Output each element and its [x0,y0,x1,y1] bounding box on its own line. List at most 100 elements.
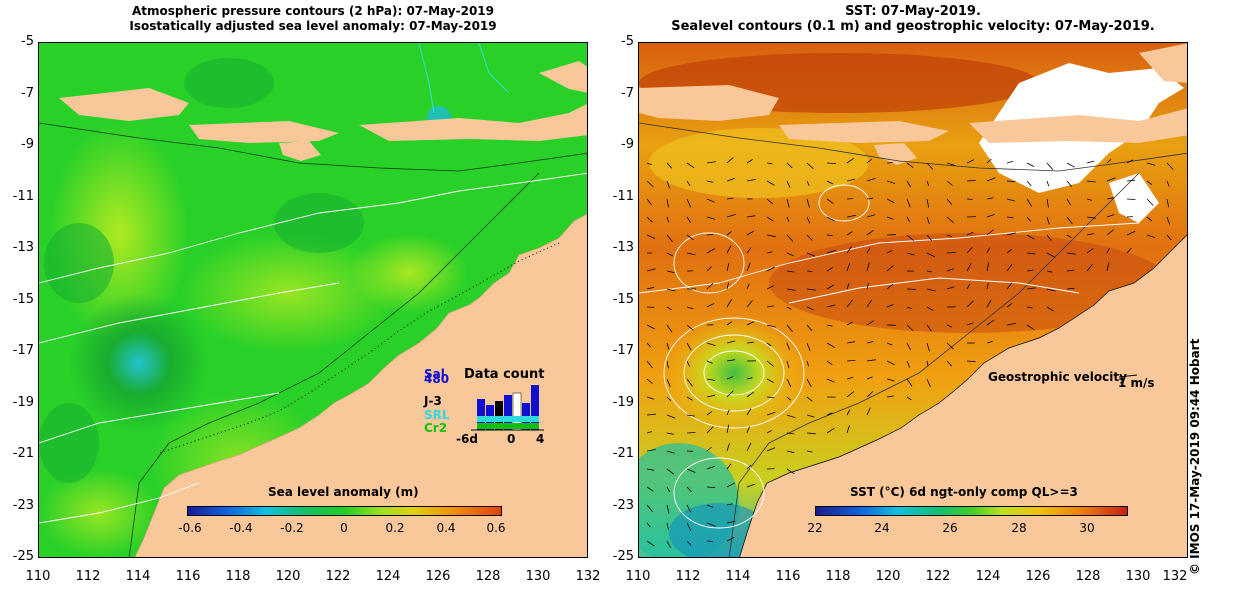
x-tick-label: 110 [625,569,651,584]
velocity-arrow [666,270,675,274]
velocity-arrow [846,321,853,326]
velocity-arrow [746,247,752,254]
y-tick-label: -15 [612,292,634,307]
velocity-arrow [1046,306,1054,312]
velocity-arrow [906,324,914,332]
velocity-arrow [986,158,992,164]
velocity-arrow [1166,162,1174,170]
right-cbar-label: 24 [874,521,890,535]
velocity-arrow [866,247,871,254]
velocity-arrow [1166,234,1172,241]
velocity-arrow [1066,162,1075,168]
velocity-arrow [706,198,715,203]
velocity-arrow [866,391,874,398]
island-land [539,61,587,93]
y-tick-label: -23 [612,498,634,513]
velocity-arrow [906,216,910,222]
velocity-arrow [826,250,836,254]
velocity-arrow [826,234,833,237]
velocity-arrow [806,270,813,272]
x-tick-label: 120 [875,569,901,584]
velocity-arrow [946,268,954,272]
dc-bar [504,395,512,430]
velocity-arrow [826,180,834,185]
velocity-arrow [766,324,776,328]
velocity-arrow [806,180,810,186]
sla-patch [179,233,399,353]
velocity-arrow [1126,179,1135,182]
velocity-arrow [926,216,930,225]
velocity-arrow [686,216,691,223]
x-tick-label: 124 [375,569,401,584]
velocity-arrow [1026,162,1035,167]
velocity-arrow [946,342,954,350]
velocity-arrow [986,262,990,272]
velocity-arrow [726,321,733,326]
velocity-arrow [666,234,673,243]
velocity-arrow [906,234,914,241]
velocity-arrow [826,360,833,366]
sla-map-svg [39,43,587,557]
cloud-mask [1109,173,1159,223]
velocity-arrow [846,231,853,236]
australia-land [739,234,1187,557]
velocity-arrow [766,430,772,434]
velocity-arrow [1146,180,1153,186]
velocity-arrow [786,288,796,291]
right-cbar-label: 26 [942,521,958,535]
left-map[interactable] [38,42,588,558]
velocity-arrow [926,378,931,388]
velocity-arrow [806,252,816,257]
right-colorbar-title: SST (°C) 6d ngt-only comp QL>=3 [850,485,1078,499]
velocity-arrow [666,324,673,333]
velocity-arrow [786,306,792,310]
velocity-arrow [646,162,652,166]
velocity-arrow [906,306,913,310]
left-title: Atmospheric pressure contours (2 hPa): 0… [38,4,588,34]
y-tick-label: -11 [612,189,634,204]
australia-land [134,213,587,557]
velocity-arrow [706,248,715,254]
velocity-arrow [826,304,836,308]
velocity-arrow [806,342,811,352]
velocity-arrow [646,198,652,206]
x-tick-label: 110 [25,569,51,584]
velocity-arrow [766,447,776,452]
velocity-arrow [846,360,856,362]
velocity-arrow [946,162,956,166]
sla-eddy [69,293,209,433]
velocity-arrow [666,504,670,514]
velocity-arrow [1126,159,1134,164]
velocity-arrow [886,216,894,220]
velocity-arrow [786,378,792,387]
pressure-contour [39,392,280,444]
velocity-arrow [866,320,875,326]
velocity-arrow [786,396,792,401]
y-tick-label: -13 [612,240,634,255]
y-tick-label: -21 [612,446,634,461]
velocity-arrow [1086,233,1095,236]
velocity-arrow [766,305,775,308]
x-tick-label: 122 [325,569,351,584]
velocity-arrow [726,390,734,398]
velocity-arrow [666,360,669,369]
velocity-arrow [926,306,934,311]
velocity-arrow [926,252,936,258]
velocity-arrow [1106,197,1114,200]
velocity-arrow [746,159,753,164]
velocity-arrow [1106,159,1112,164]
dc-bar [477,416,539,422]
sla-patch [349,233,469,313]
velocity-arrow [966,247,973,254]
x-tick-label: 112 [75,569,101,584]
velocity-arrow [906,162,914,168]
velocity-arrow [786,324,793,333]
sst-warm-band [769,233,1169,333]
velocity-arrow [786,414,796,419]
velocity-arrow [706,426,714,434]
velocity-arrow [786,432,795,435]
velocity-arrow [986,319,995,326]
right-map[interactable] [638,42,1188,558]
velocity-arrow [786,216,790,222]
velocity-arrow [666,522,669,530]
